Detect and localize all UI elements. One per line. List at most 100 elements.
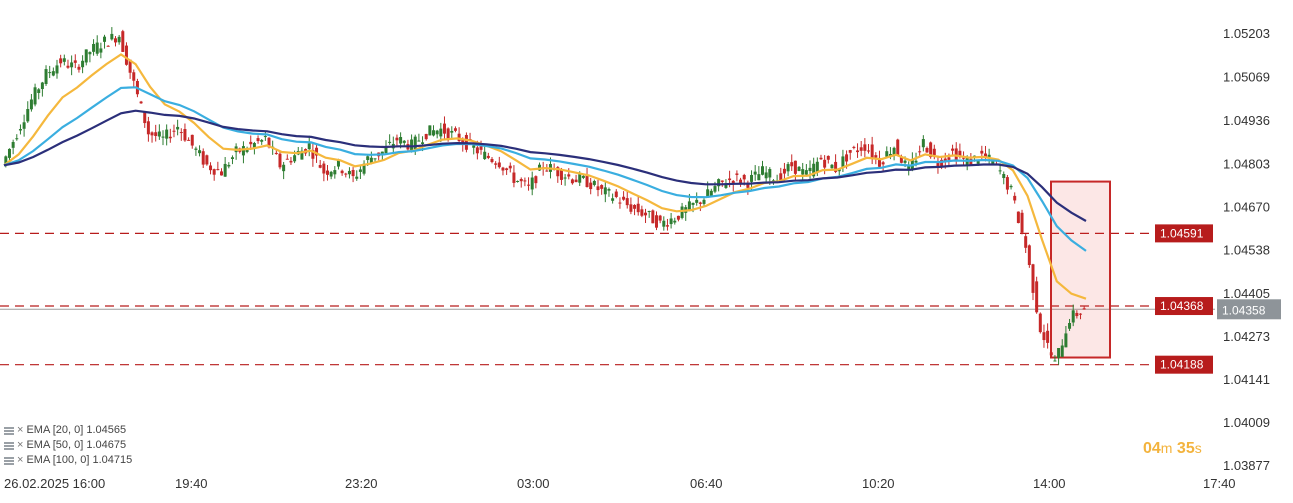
candle-body <box>1024 236 1028 248</box>
candle-body <box>165 129 169 139</box>
candle-body <box>574 179 578 183</box>
candle-body <box>336 159 340 167</box>
candle-body <box>157 131 161 137</box>
menu-icon[interactable] <box>4 426 14 435</box>
candle-body <box>347 170 351 175</box>
legend-label: EMA [20, 0] 1.04565 <box>26 424 127 436</box>
candle-body <box>753 171 757 175</box>
candle-body <box>563 177 567 179</box>
candle-body <box>1060 345 1064 357</box>
timer-seconds: 35 <box>1176 440 1195 457</box>
candle-body <box>859 147 863 151</box>
candle-body <box>59 58 63 64</box>
candle-body <box>399 137 403 144</box>
menu-icon[interactable] <box>4 441 14 450</box>
remove-icon[interactable]: × <box>17 424 24 436</box>
candle-body <box>823 159 827 168</box>
candle-body <box>636 203 640 213</box>
candle-body <box>1064 333 1068 348</box>
candle-body <box>863 144 867 151</box>
y-axis: 1.05203 1.05069 1.04936 1.04803 1.04670 1.045… <box>1223 26 1270 473</box>
candle-body <box>48 72 52 74</box>
candle-body <box>424 133 428 140</box>
candle-body <box>450 130 454 133</box>
candle-body <box>728 178 732 181</box>
horizontal-levels <box>0 232 1215 366</box>
candle-body <box>139 101 143 104</box>
candle-body <box>951 148 955 151</box>
candle-body <box>709 190 713 196</box>
candle-body <box>940 159 944 167</box>
candle-body <box>676 215 680 220</box>
current-price-label: 1.04358 <box>1222 303 1266 317</box>
candle-body <box>797 166 801 172</box>
candle-body <box>384 146 388 154</box>
candle-body <box>665 225 669 227</box>
candle-body <box>750 174 754 182</box>
candle-body <box>209 165 213 171</box>
legend-item-ema-20[interactable]: × EMA [20, 0] 1.04565 <box>4 423 132 438</box>
candle-body <box>991 160 995 165</box>
candle-body <box>230 157 234 160</box>
candle-body <box>801 169 805 175</box>
legend-label: EMA [50, 0] 1.04675 <box>26 439 127 451</box>
candle-body <box>421 142 425 145</box>
candle-body <box>903 160 907 163</box>
candle-body <box>706 189 710 198</box>
candle-body <box>11 142 15 148</box>
level-tag-label: 1.04591 <box>1160 226 1204 240</box>
candle-body <box>720 180 724 182</box>
candle-body <box>333 170 337 175</box>
candle-body <box>1035 281 1039 313</box>
remove-icon[interactable]: × <box>17 439 24 451</box>
candle-body <box>66 65 70 68</box>
candle-body <box>790 162 794 167</box>
candle-body <box>223 163 227 177</box>
y-tick-label: 1.04538 <box>1223 243 1270 258</box>
candle-body <box>256 138 260 142</box>
candle-body <box>410 139 414 151</box>
candle-body <box>771 180 775 182</box>
candle-body <box>106 45 110 47</box>
candle-body <box>534 176 538 184</box>
candle-body <box>285 158 289 160</box>
candle-body <box>815 161 819 172</box>
legend-item-ema-50[interactable]: × EMA [50, 0] 1.04675 <box>4 438 132 453</box>
candle-body <box>519 178 523 182</box>
candle-body <box>99 48 103 53</box>
candle-body <box>190 134 194 146</box>
x-tick-label: 06:40 <box>690 476 723 491</box>
remove-icon[interactable]: × <box>17 454 24 466</box>
candle-body <box>581 175 585 178</box>
candle-body <box>7 148 11 158</box>
current-price-tag <box>1217 299 1281 320</box>
candle-body <box>132 72 136 81</box>
candle-body <box>260 139 264 142</box>
candle-body <box>698 202 702 204</box>
candle-body <box>15 138 19 140</box>
candle-body <box>556 167 560 177</box>
candle-body <box>921 139 925 148</box>
candle-body <box>212 169 216 175</box>
legend-item-ema-100[interactable]: × EMA [100, 0] 1.04715 <box>4 453 132 468</box>
candle-body <box>187 139 191 141</box>
candle-body <box>614 191 618 197</box>
candle-body <box>786 164 790 172</box>
candle-body <box>366 156 370 161</box>
candle-body <box>179 132 183 134</box>
candle-body <box>501 167 505 171</box>
timer-minutes: 04 <box>1143 440 1161 457</box>
candle-body <box>673 220 677 223</box>
candle-body <box>18 129 22 131</box>
candle-body <box>545 170 549 172</box>
candle-body <box>33 87 37 105</box>
candle-body <box>37 89 41 94</box>
candle-body <box>369 157 373 164</box>
candle-body <box>402 140 406 143</box>
candle-body <box>40 82 44 90</box>
menu-icon[interactable] <box>4 456 14 465</box>
ema-lines <box>3 53 1087 300</box>
candle-body <box>845 154 849 162</box>
candle-body <box>1042 332 1046 341</box>
